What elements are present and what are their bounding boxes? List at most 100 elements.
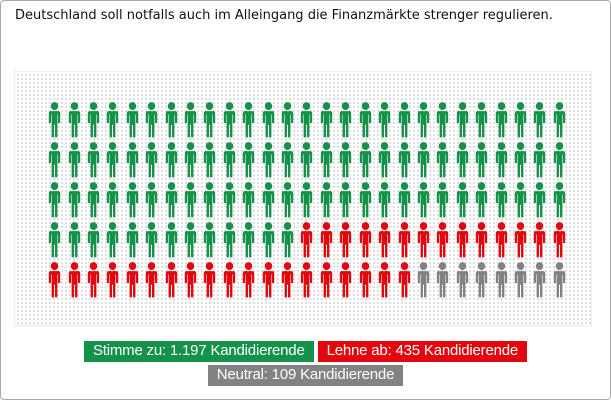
person-icon [337, 222, 354, 258]
person-icon [240, 222, 257, 258]
person-icon [104, 222, 121, 258]
person-icon [163, 182, 180, 218]
person-icon [415, 142, 432, 178]
person-icon [415, 182, 432, 218]
person-icon [221, 222, 238, 258]
person-icon [318, 182, 335, 218]
person-icon [240, 182, 257, 218]
person-icon [337, 142, 354, 178]
person-icon [298, 142, 315, 178]
person-icon [163, 222, 180, 258]
person-icon [551, 182, 568, 218]
person-icon [201, 142, 218, 178]
legend-row-top: Stimme zu: 1.197 Kandidierende Lehne ab:… [83, 341, 528, 362]
person-icon [279, 102, 296, 138]
person-icon [124, 182, 141, 218]
person-icon [279, 222, 296, 258]
person-icon [454, 102, 471, 138]
person-icon [415, 262, 432, 298]
person-icon [298, 182, 315, 218]
person-icon [396, 142, 413, 178]
person-icon [201, 102, 218, 138]
person-icon [396, 222, 413, 258]
person-icon [318, 222, 335, 258]
person-icon [143, 222, 160, 258]
person-icon [143, 262, 160, 298]
person-icon [493, 102, 510, 138]
person-icon [260, 222, 277, 258]
person-icon [493, 222, 510, 258]
page-title: Deutschland soll notfalls auch im Allein… [15, 8, 553, 23]
person-icon [512, 142, 529, 178]
person-icon [221, 262, 238, 298]
person-icon [104, 262, 121, 298]
person-icon [124, 222, 141, 258]
person-icon [357, 262, 374, 298]
person-icon [124, 142, 141, 178]
person-icon [473, 142, 490, 178]
person-icon [434, 262, 451, 298]
person-icon [260, 102, 277, 138]
person-icon [85, 222, 102, 258]
person-icon [182, 182, 199, 218]
person-icon [182, 102, 199, 138]
person-icon [143, 182, 160, 218]
person-icon [415, 102, 432, 138]
person-icon [163, 142, 180, 178]
pictogram-icon-grid [45, 102, 569, 298]
legend-badge-reject[interactable]: Lehne ab: 435 Kandidierende [317, 341, 528, 362]
person-icon [260, 262, 277, 298]
person-icon [376, 262, 393, 298]
person-icon [85, 102, 102, 138]
person-icon [531, 102, 548, 138]
person-icon [104, 102, 121, 138]
person-icon [104, 142, 121, 178]
person-icon [85, 182, 102, 218]
person-icon [66, 262, 83, 298]
person-icon [337, 102, 354, 138]
person-icon [298, 262, 315, 298]
person-icon [46, 102, 63, 138]
person-icon [260, 142, 277, 178]
person-icon [415, 222, 432, 258]
person-icon [512, 182, 529, 218]
person-icon [279, 142, 296, 178]
person-icon [240, 102, 257, 138]
person-icon [124, 102, 141, 138]
person-icon [493, 182, 510, 218]
person-icon [512, 262, 529, 298]
person-icon [434, 222, 451, 258]
legend-row-bottom: Neutral: 109 Kandidierende [207, 365, 404, 386]
legend-badge-agree[interactable]: Stimme zu: 1.197 Kandidierende [83, 341, 314, 362]
person-icon [512, 222, 529, 258]
person-icon [66, 222, 83, 258]
person-icon [201, 222, 218, 258]
person-icon [46, 222, 63, 258]
person-icon [551, 142, 568, 178]
person-icon [318, 142, 335, 178]
person-icon [473, 102, 490, 138]
person-icon [531, 222, 548, 258]
person-icon [182, 222, 199, 258]
person-icon [454, 222, 471, 258]
person-icon [182, 262, 199, 298]
person-icon [396, 182, 413, 218]
person-icon [163, 262, 180, 298]
person-icon [376, 102, 393, 138]
person-icon [493, 142, 510, 178]
person-icon [279, 262, 296, 298]
person-icon [454, 142, 471, 178]
person-icon [163, 102, 180, 138]
person-icon [473, 262, 490, 298]
legend-badge-neutral[interactable]: Neutral: 109 Kandidierende [207, 365, 404, 386]
person-icon [396, 102, 413, 138]
person-icon [66, 182, 83, 218]
person-icon [473, 182, 490, 218]
person-icon [66, 102, 83, 138]
person-icon [357, 142, 374, 178]
person-icon [357, 102, 374, 138]
person-icon [454, 262, 471, 298]
person-icon [240, 142, 257, 178]
person-icon [531, 182, 548, 218]
person-icon [298, 102, 315, 138]
